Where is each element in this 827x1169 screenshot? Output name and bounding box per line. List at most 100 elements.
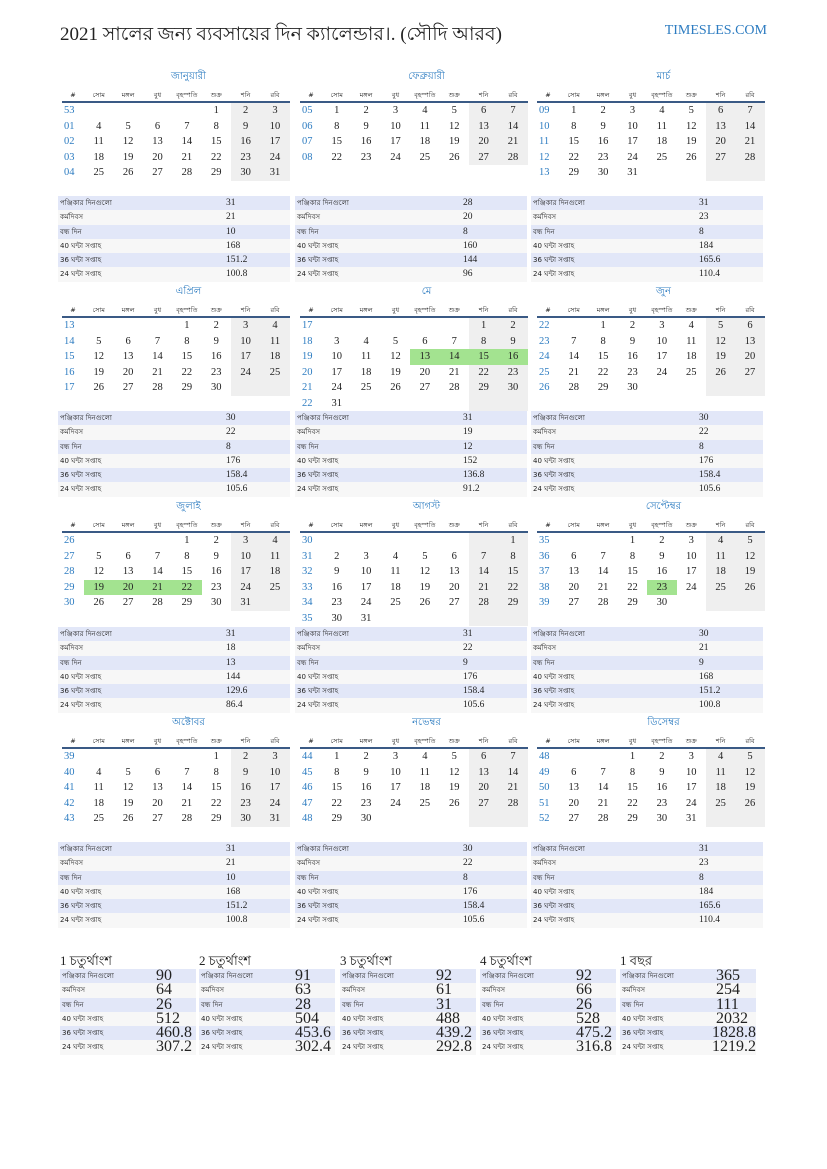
day-cell: 26	[419, 597, 431, 608]
stats-row: পঞ্জিকার দিনগুলো 31	[58, 627, 290, 642]
stats-value: 512	[156, 1009, 180, 1027]
stats-label: পঞ্জিকার দিনগুলো	[297, 199, 349, 207]
week-number: 42	[64, 797, 75, 809]
day-cell: 9	[213, 550, 219, 562]
stats-value: 23	[699, 212, 709, 223]
day-cell: 6	[468, 749, 499, 765]
stats-label: 24 ঘন্টা সপ্তাহ	[201, 1043, 243, 1052]
weekday-header: মঙ্গল	[113, 303, 143, 318]
stats-label: পঞ্জিকার দিনগুলো	[622, 972, 674, 980]
stats-value: 8	[699, 441, 704, 452]
stats-value: 528	[576, 1009, 600, 1027]
stats-label: কর্মদিবস	[533, 859, 556, 868]
day-cell: 31	[260, 165, 290, 181]
stats-label: পঞ্জিকার দিনগুলো	[297, 414, 349, 422]
stats-value: 28	[295, 995, 311, 1013]
day-cell: 16	[331, 581, 342, 593]
day-cell: 18	[656, 136, 668, 147]
day-cell: 26	[449, 151, 460, 163]
stats-value: 144	[226, 671, 241, 682]
stats-value: 30	[699, 629, 709, 639]
weekday-header: #	[300, 303, 322, 318]
week-number: 49	[539, 766, 550, 778]
week-number: 17	[302, 320, 313, 331]
day-cell: 20	[419, 366, 431, 378]
stats-label: কর্মদিবস	[60, 644, 83, 653]
day-cell: 26	[93, 597, 104, 608]
weekday-header: বৃহস্পতি	[172, 88, 202, 103]
week-number: 02	[64, 136, 75, 147]
stats-value: 168	[226, 886, 241, 897]
day-cell: 2	[659, 751, 665, 762]
stats-label: পঞ্জিকার দিনগুলো	[533, 845, 585, 853]
day-cell: 9	[659, 766, 665, 778]
weekday-header: সোম	[559, 303, 589, 318]
stats-label: 40 ঘন্টা সপ্তাহ	[60, 241, 102, 250]
weekday-header: শুক্র	[201, 734, 231, 749]
stats-label: পঞ্জিকার দিনগুলো	[533, 630, 585, 638]
month-grid: # সোম মঙ্গল বুধ বৃহস্পতি শুক্র শনি রবি 53 1 2 3 01 4 5…	[62, 88, 290, 181]
day-cell: 27	[419, 382, 431, 393]
month-2: ফেব্রুয়ারী # সোম মঙ্গল বুধ বৃহস্পতি শুক্র শনি র…	[300, 70, 528, 165]
day-cell: 31	[331, 397, 342, 409]
day-cell: 16	[597, 136, 609, 147]
stats-value: 184	[699, 240, 714, 251]
day-cell: 7	[451, 335, 457, 347]
stats-label: কর্মদিবস	[482, 986, 505, 995]
day-cell: 11	[361, 351, 372, 362]
stats-value: 31	[699, 844, 709, 854]
day-cell: 25	[686, 366, 697, 378]
month-title: ফেব্রুয়ারী	[408, 71, 445, 82]
stats-value: 100.8	[226, 915, 248, 926]
day-cell: 9	[659, 550, 665, 562]
week-number: 29	[64, 581, 75, 593]
day-cell: 20	[705, 134, 736, 150]
day-cell	[351, 533, 380, 549]
weekday-header: রবি	[735, 88, 765, 103]
stats-row: পঞ্জিকার দিনগুলো 31	[531, 842, 763, 857]
stats-label: বন্ধ দিন	[297, 442, 319, 451]
month-stats-10: পঞ্জিকার দিনগুলো 31 কর্মদিবস 21 বন্ধ দিন 10 40…	[58, 842, 290, 928]
week-number: 51	[539, 797, 550, 809]
stats-value: 30	[463, 844, 473, 854]
day-cell: 13	[468, 118, 499, 134]
day-cell	[260, 595, 290, 611]
day-cell: 6	[571, 550, 577, 562]
stats-label: পঞ্জিকার দিনগুলো	[201, 972, 253, 980]
day-cell: 24	[230, 579, 261, 595]
day-cell: 9	[629, 335, 636, 347]
day-cell: 5	[735, 749, 765, 765]
day-cell: 14	[735, 118, 765, 134]
weekday-header: শনি	[705, 518, 736, 533]
day-cell: 3	[688, 535, 694, 546]
day-cell: 7	[498, 749, 528, 765]
stats-row: কর্মদিবস 23	[531, 856, 763, 871]
month-title: ডিসেম্বর	[647, 717, 680, 728]
month-title: জুন	[656, 286, 671, 297]
stats-row: 40 ঘন্টা সপ্তাহ 512	[60, 1009, 196, 1027]
week-number: 01	[64, 120, 75, 132]
day-cell	[440, 611, 469, 627]
stats-value: 475.2	[576, 1024, 612, 1042]
day-cell: 18	[705, 780, 736, 796]
day-cell: 19	[84, 579, 114, 595]
day-cell: 6	[125, 550, 131, 562]
month-stats-6: পঞ্জিকার দিনগুলো 30 কর্মদিবস 22 বন্ধ দিন 8 40 …	[531, 411, 763, 497]
day-cell: 25	[93, 167, 104, 178]
week-number: 45	[302, 766, 313, 778]
day-cell: 4	[392, 550, 399, 562]
day-cell: 25	[419, 797, 431, 809]
day-cell: 22	[331, 797, 342, 809]
weekday-header: শুক্র	[676, 734, 706, 749]
day-cell: 26	[735, 795, 765, 811]
brand-link[interactable]: TIMESLES.COM	[664, 23, 767, 38]
stats-row: পঞ্জিকার দিনগুলো 31	[295, 627, 527, 642]
week-number: 07	[302, 136, 313, 147]
weekday-header: সোম	[322, 734, 352, 749]
summary-2: 2 চতুর্থাংশ পঞ্জিকার দিনগুলো 91 কর্মদিবস 63 ব…	[199, 952, 335, 1055]
day-cell: 17	[360, 581, 372, 593]
day-cell: 10	[260, 764, 290, 780]
day-cell: 28	[152, 382, 163, 393]
stats-label: বন্ধ দিন	[533, 442, 555, 451]
week-number: 25	[539, 366, 550, 378]
